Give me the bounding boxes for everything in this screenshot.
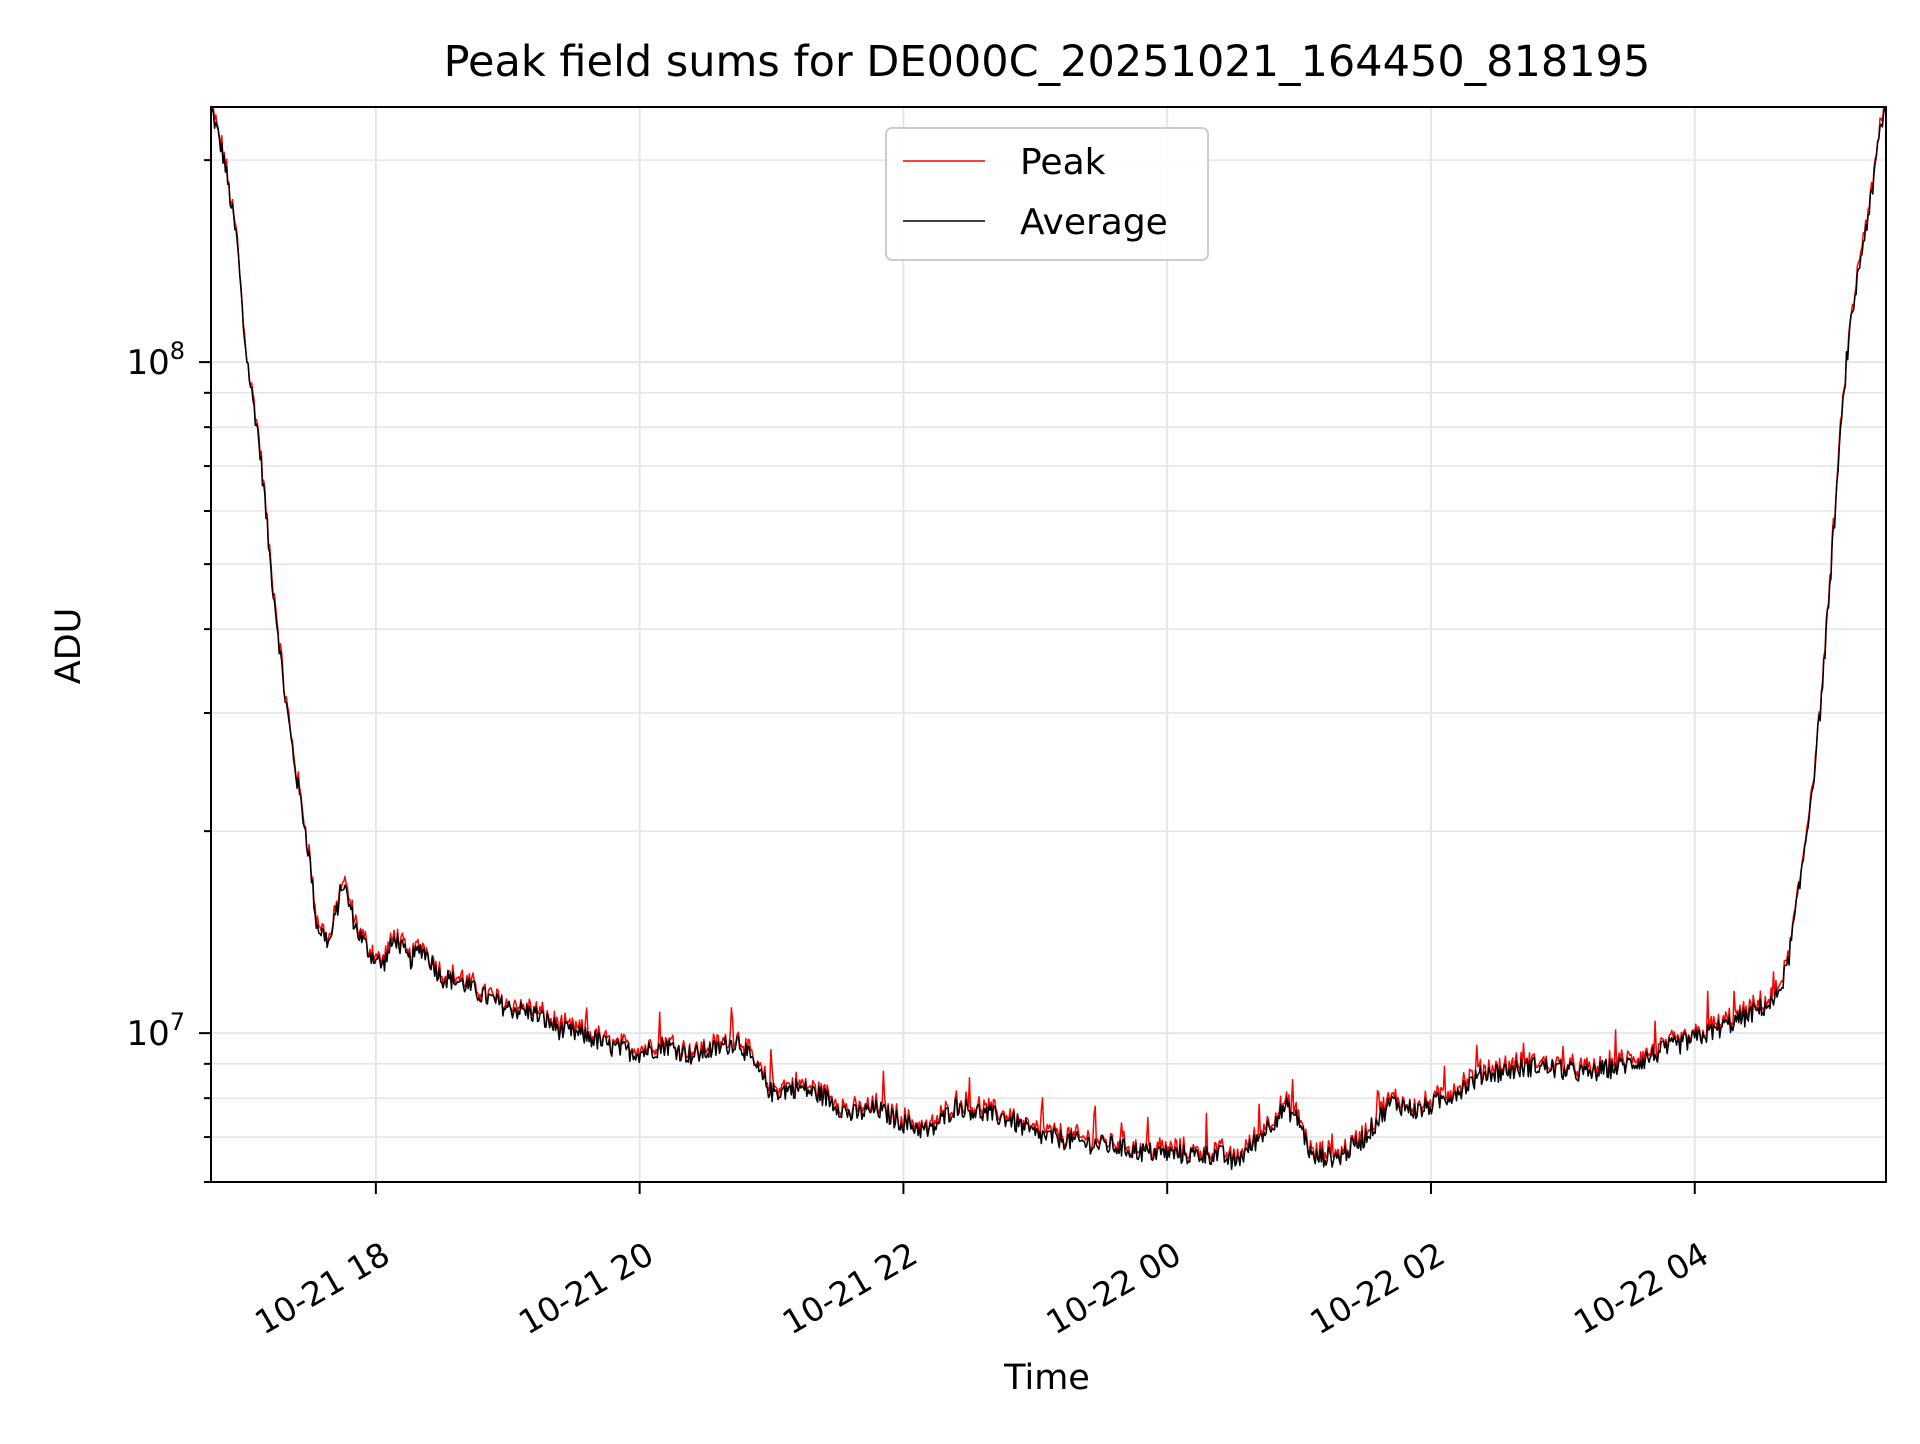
- average-series-line: [210, 106, 1887, 1171]
- y-tick-label: 107: [126, 1008, 185, 1054]
- chart-title: Peak field sums for DE000C_20251021_1644…: [444, 37, 1651, 87]
- legend-average-label: Average: [1020, 202, 1168, 243]
- x-axis-label: Time: [1003, 1358, 1090, 1398]
- legend: Peak Average: [885, 127, 1209, 261]
- y-axis-label: ADU: [49, 608, 89, 685]
- y-tick-label: 108: [126, 337, 185, 383]
- plot-frame: [210, 106, 1887, 1183]
- legend-peak-label: Peak: [1020, 142, 1106, 183]
- series-layer: [210, 106, 1887, 1171]
